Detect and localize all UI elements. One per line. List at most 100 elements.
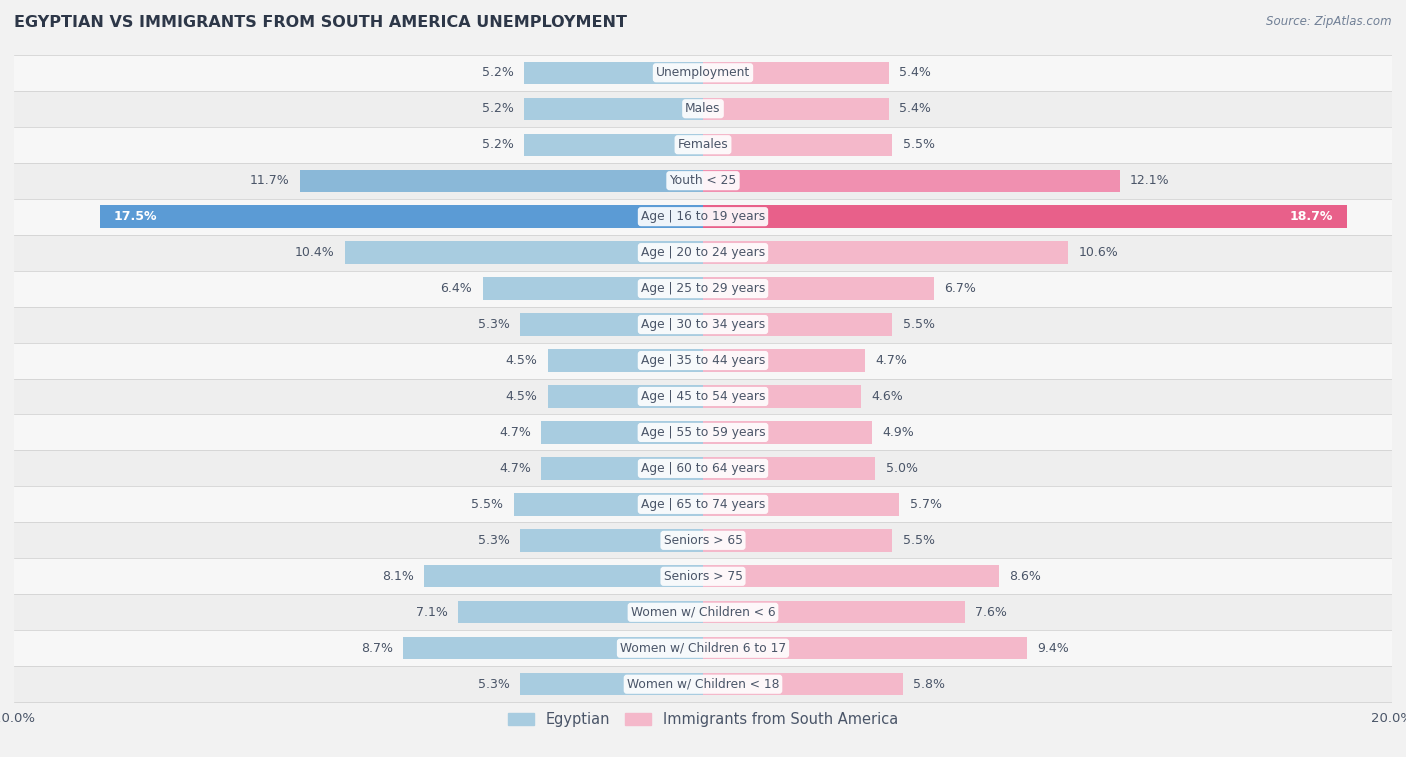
Text: 4.5%: 4.5% bbox=[506, 354, 537, 367]
Bar bbox=[425, 565, 703, 587]
Bar bbox=[541, 422, 703, 444]
Text: Women w/ Children 6 to 17: Women w/ Children 6 to 17 bbox=[620, 642, 786, 655]
Text: Youth < 25: Youth < 25 bbox=[669, 174, 737, 187]
Text: 5.5%: 5.5% bbox=[903, 139, 935, 151]
Bar bbox=[482, 277, 703, 300]
Bar bbox=[703, 601, 965, 624]
Bar bbox=[14, 378, 1392, 415]
Legend: Egyptian, Immigrants from South America: Egyptian, Immigrants from South America bbox=[502, 706, 904, 733]
Bar bbox=[703, 61, 889, 84]
Bar bbox=[14, 126, 1392, 163]
Bar bbox=[14, 487, 1392, 522]
Text: 5.8%: 5.8% bbox=[912, 678, 945, 690]
Text: 5.7%: 5.7% bbox=[910, 498, 942, 511]
Text: 6.4%: 6.4% bbox=[440, 282, 472, 295]
Bar bbox=[703, 529, 893, 552]
Text: 9.4%: 9.4% bbox=[1038, 642, 1069, 655]
Text: 5.3%: 5.3% bbox=[478, 318, 510, 331]
Text: 5.4%: 5.4% bbox=[900, 67, 931, 79]
Text: 5.2%: 5.2% bbox=[482, 67, 513, 79]
Bar bbox=[14, 198, 1392, 235]
Text: Age | 35 to 44 years: Age | 35 to 44 years bbox=[641, 354, 765, 367]
Bar bbox=[520, 529, 703, 552]
Bar bbox=[703, 565, 1000, 587]
Bar bbox=[548, 385, 703, 407]
Text: 11.7%: 11.7% bbox=[250, 174, 290, 187]
Bar bbox=[14, 450, 1392, 487]
Text: 8.1%: 8.1% bbox=[382, 570, 413, 583]
Bar bbox=[703, 385, 862, 407]
Text: 5.2%: 5.2% bbox=[482, 139, 513, 151]
Text: 7.6%: 7.6% bbox=[976, 606, 1007, 618]
Bar bbox=[703, 637, 1026, 659]
Bar bbox=[299, 170, 703, 192]
Bar bbox=[703, 494, 900, 516]
Text: Women w/ Children < 18: Women w/ Children < 18 bbox=[627, 678, 779, 690]
Text: 4.6%: 4.6% bbox=[872, 390, 904, 403]
Text: 4.9%: 4.9% bbox=[882, 426, 914, 439]
Text: 10.6%: 10.6% bbox=[1078, 246, 1118, 259]
Text: 12.1%: 12.1% bbox=[1130, 174, 1170, 187]
Text: 5.3%: 5.3% bbox=[478, 534, 510, 547]
Text: 5.0%: 5.0% bbox=[886, 462, 918, 475]
Bar bbox=[703, 673, 903, 696]
Text: 4.7%: 4.7% bbox=[499, 426, 531, 439]
Text: 5.5%: 5.5% bbox=[471, 498, 503, 511]
Bar bbox=[541, 457, 703, 480]
Text: 5.5%: 5.5% bbox=[903, 534, 935, 547]
Bar bbox=[14, 415, 1392, 450]
Bar bbox=[14, 522, 1392, 559]
Text: 5.2%: 5.2% bbox=[482, 102, 513, 115]
Text: 4.7%: 4.7% bbox=[875, 354, 907, 367]
Text: Seniors > 65: Seniors > 65 bbox=[664, 534, 742, 547]
Bar bbox=[14, 270, 1392, 307]
Bar bbox=[524, 98, 703, 120]
Text: Males: Males bbox=[685, 102, 721, 115]
Bar bbox=[458, 601, 703, 624]
Text: Seniors > 75: Seniors > 75 bbox=[664, 570, 742, 583]
Text: Age | 25 to 29 years: Age | 25 to 29 years bbox=[641, 282, 765, 295]
Bar bbox=[703, 422, 872, 444]
Bar bbox=[703, 98, 889, 120]
Bar bbox=[14, 55, 1392, 91]
Text: 5.3%: 5.3% bbox=[478, 678, 510, 690]
Bar bbox=[344, 241, 703, 263]
Text: Age | 20 to 24 years: Age | 20 to 24 years bbox=[641, 246, 765, 259]
Bar bbox=[548, 350, 703, 372]
Bar bbox=[703, 170, 1119, 192]
Bar bbox=[703, 313, 893, 335]
Text: 4.7%: 4.7% bbox=[499, 462, 531, 475]
Bar bbox=[703, 457, 875, 480]
Text: EGYPTIAN VS IMMIGRANTS FROM SOUTH AMERICA UNEMPLOYMENT: EGYPTIAN VS IMMIGRANTS FROM SOUTH AMERIC… bbox=[14, 15, 627, 30]
Text: Age | 55 to 59 years: Age | 55 to 59 years bbox=[641, 426, 765, 439]
Bar bbox=[703, 205, 1347, 228]
Text: Unemployment: Unemployment bbox=[655, 67, 751, 79]
Bar bbox=[14, 594, 1392, 631]
Bar bbox=[520, 673, 703, 696]
Text: Age | 30 to 34 years: Age | 30 to 34 years bbox=[641, 318, 765, 331]
Bar bbox=[404, 637, 703, 659]
Bar bbox=[14, 163, 1392, 198]
Text: Females: Females bbox=[678, 139, 728, 151]
Text: 8.6%: 8.6% bbox=[1010, 570, 1042, 583]
Text: 10.4%: 10.4% bbox=[295, 246, 335, 259]
Bar bbox=[14, 666, 1392, 702]
Bar bbox=[524, 133, 703, 156]
Text: Source: ZipAtlas.com: Source: ZipAtlas.com bbox=[1267, 15, 1392, 28]
Text: Age | 60 to 64 years: Age | 60 to 64 years bbox=[641, 462, 765, 475]
Bar bbox=[14, 307, 1392, 342]
Text: 8.7%: 8.7% bbox=[361, 642, 392, 655]
Text: 5.4%: 5.4% bbox=[900, 102, 931, 115]
Text: 5.5%: 5.5% bbox=[903, 318, 935, 331]
Text: 6.7%: 6.7% bbox=[945, 282, 976, 295]
Bar bbox=[703, 133, 893, 156]
Bar bbox=[524, 61, 703, 84]
Bar bbox=[14, 631, 1392, 666]
Text: 17.5%: 17.5% bbox=[114, 210, 157, 223]
Text: Age | 45 to 54 years: Age | 45 to 54 years bbox=[641, 390, 765, 403]
Bar bbox=[100, 205, 703, 228]
Text: Age | 16 to 19 years: Age | 16 to 19 years bbox=[641, 210, 765, 223]
Bar bbox=[14, 559, 1392, 594]
Text: 4.5%: 4.5% bbox=[506, 390, 537, 403]
Bar bbox=[703, 277, 934, 300]
